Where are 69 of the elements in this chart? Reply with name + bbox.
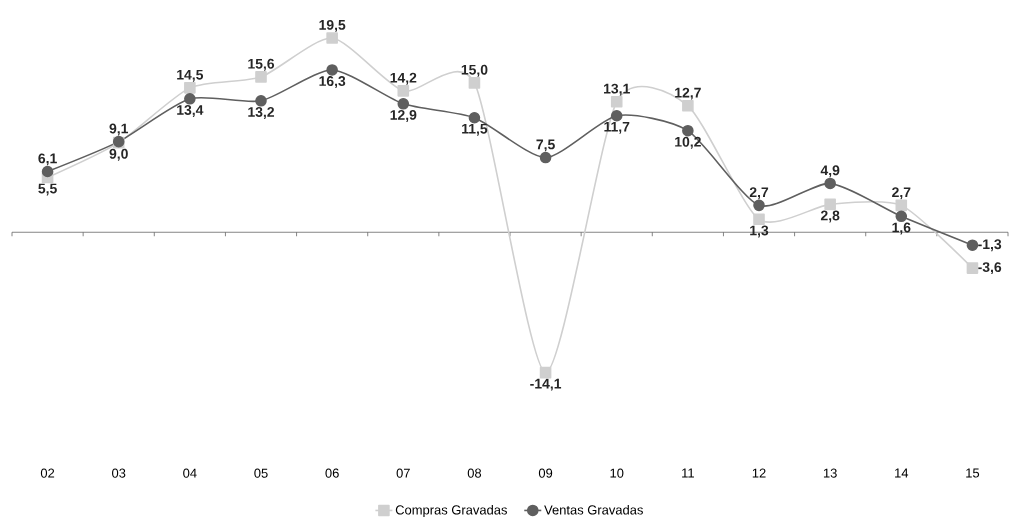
data-label: -14,1 xyxy=(530,378,562,391)
data-label: 10,2 xyxy=(675,136,701,149)
x-tick-label: 10 xyxy=(610,468,624,478)
data-label: 12,9 xyxy=(390,109,417,122)
x-tick-label: 12 xyxy=(752,468,766,478)
data-label: 6,1 xyxy=(38,153,57,166)
point xyxy=(966,262,979,274)
data-label: 14,5 xyxy=(177,69,204,82)
point xyxy=(610,109,623,122)
data-label: 2,7 xyxy=(749,187,769,200)
point xyxy=(610,96,623,108)
data-label: 16,3 xyxy=(319,76,346,89)
data-label: 15,6 xyxy=(248,58,275,71)
point xyxy=(539,366,552,379)
point xyxy=(41,165,54,178)
point xyxy=(326,64,338,76)
x-tick-label: 14 xyxy=(895,468,909,478)
data-label: 11,5 xyxy=(462,123,488,136)
data-label: 1,6 xyxy=(892,222,911,235)
x-tick-label: 11 xyxy=(682,468,694,478)
point xyxy=(895,210,908,223)
data-label: 11,7 xyxy=(604,121,630,134)
data-label: 13,1 xyxy=(604,83,630,96)
data-label: 13,2 xyxy=(248,106,275,119)
point xyxy=(397,85,410,97)
data-label: 2,8 xyxy=(820,210,840,223)
data-label: 14,2 xyxy=(390,72,417,85)
point xyxy=(966,239,979,251)
data-label: 19,5 xyxy=(319,19,346,32)
point xyxy=(753,199,765,212)
x-tick-label: 07 xyxy=(396,468,410,478)
point xyxy=(824,198,836,211)
x-tick-label: 08 xyxy=(467,468,482,478)
point xyxy=(255,71,267,83)
x-tick-label: 06 xyxy=(325,468,339,478)
x-tick-label: 03 xyxy=(112,468,126,478)
x-tick-label: 15 xyxy=(966,468,980,478)
point xyxy=(468,111,481,124)
data-label: 12,7 xyxy=(675,87,701,100)
data-label: 9,1 xyxy=(109,123,129,136)
data-label: -1,3 xyxy=(978,239,1002,252)
x-tick-label: 13 xyxy=(823,468,837,478)
data-label: 15,0 xyxy=(461,64,488,77)
point xyxy=(326,32,338,44)
x-tick-label: 05 xyxy=(254,468,268,478)
x-tick-label: 02 xyxy=(40,468,55,478)
legend-label: Ventas Gravadas xyxy=(544,505,643,515)
point xyxy=(539,151,552,164)
data-label: -3,6 xyxy=(978,262,1002,275)
point xyxy=(753,213,765,226)
data-label: 2,7 xyxy=(892,187,911,200)
data-label: 13,4 xyxy=(177,105,204,117)
x-tick-label: 09 xyxy=(538,468,553,478)
data-label: 9,0 xyxy=(109,148,128,161)
point xyxy=(468,77,481,89)
data-label: 4,9 xyxy=(820,165,840,178)
x-tick-label: 04 xyxy=(183,468,197,478)
point xyxy=(184,82,196,94)
point xyxy=(824,177,836,190)
point xyxy=(397,97,410,110)
data-label: 7,5 xyxy=(536,139,555,152)
point xyxy=(184,93,196,105)
data-label: 5,5 xyxy=(38,183,57,196)
data-label: 1,3 xyxy=(750,225,769,238)
point xyxy=(255,95,267,107)
point xyxy=(682,124,694,137)
point xyxy=(682,99,694,112)
point xyxy=(895,199,908,212)
legend-label: Compras Gravadas xyxy=(395,505,507,518)
